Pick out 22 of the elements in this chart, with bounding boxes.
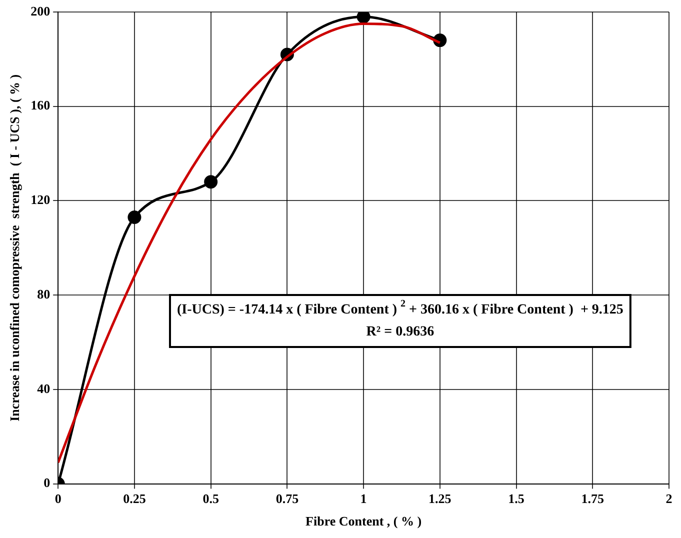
y-tick-label: 160: [30, 98, 50, 113]
annotation: R² = 0.9636: [366, 324, 434, 340]
x-tick-label: 1: [360, 490, 367, 506]
x-axis-title: Fibre Content , ( % ): [306, 514, 422, 529]
x-tick-label: 1.5: [508, 490, 525, 506]
x-tick-label: 2: [666, 490, 672, 506]
annotation: (I-UCS) = -174.14 x ( Fibre Content ) 2 + 360.16 x ( Fibre Content ) + 9.125: [176, 298, 624, 318]
y-tick-label: 120: [30, 192, 50, 208]
point: [356, 12, 370, 24]
y-tick-label: 40: [37, 380, 50, 396]
x-tick-label: 0.5: [202, 490, 220, 506]
y-tick-label: 0: [44, 475, 50, 490]
y-tick-label: 80: [37, 286, 50, 302]
x-tick-label: 1.75: [581, 490, 605, 506]
point: [128, 210, 142, 224]
x-tick-label: 0.25: [123, 490, 146, 506]
y-axis-title: Increase in uconfined comopressive strength ( I - UCS ), ( % ): [7, 74, 22, 422]
point: [204, 175, 218, 189]
x-tick-label: 0: [54, 490, 62, 506]
x-tick-label: 0.75: [276, 490, 300, 506]
y-tick-label: 200: [30, 3, 50, 18]
x-tick-label: 1.25: [428, 490, 452, 506]
